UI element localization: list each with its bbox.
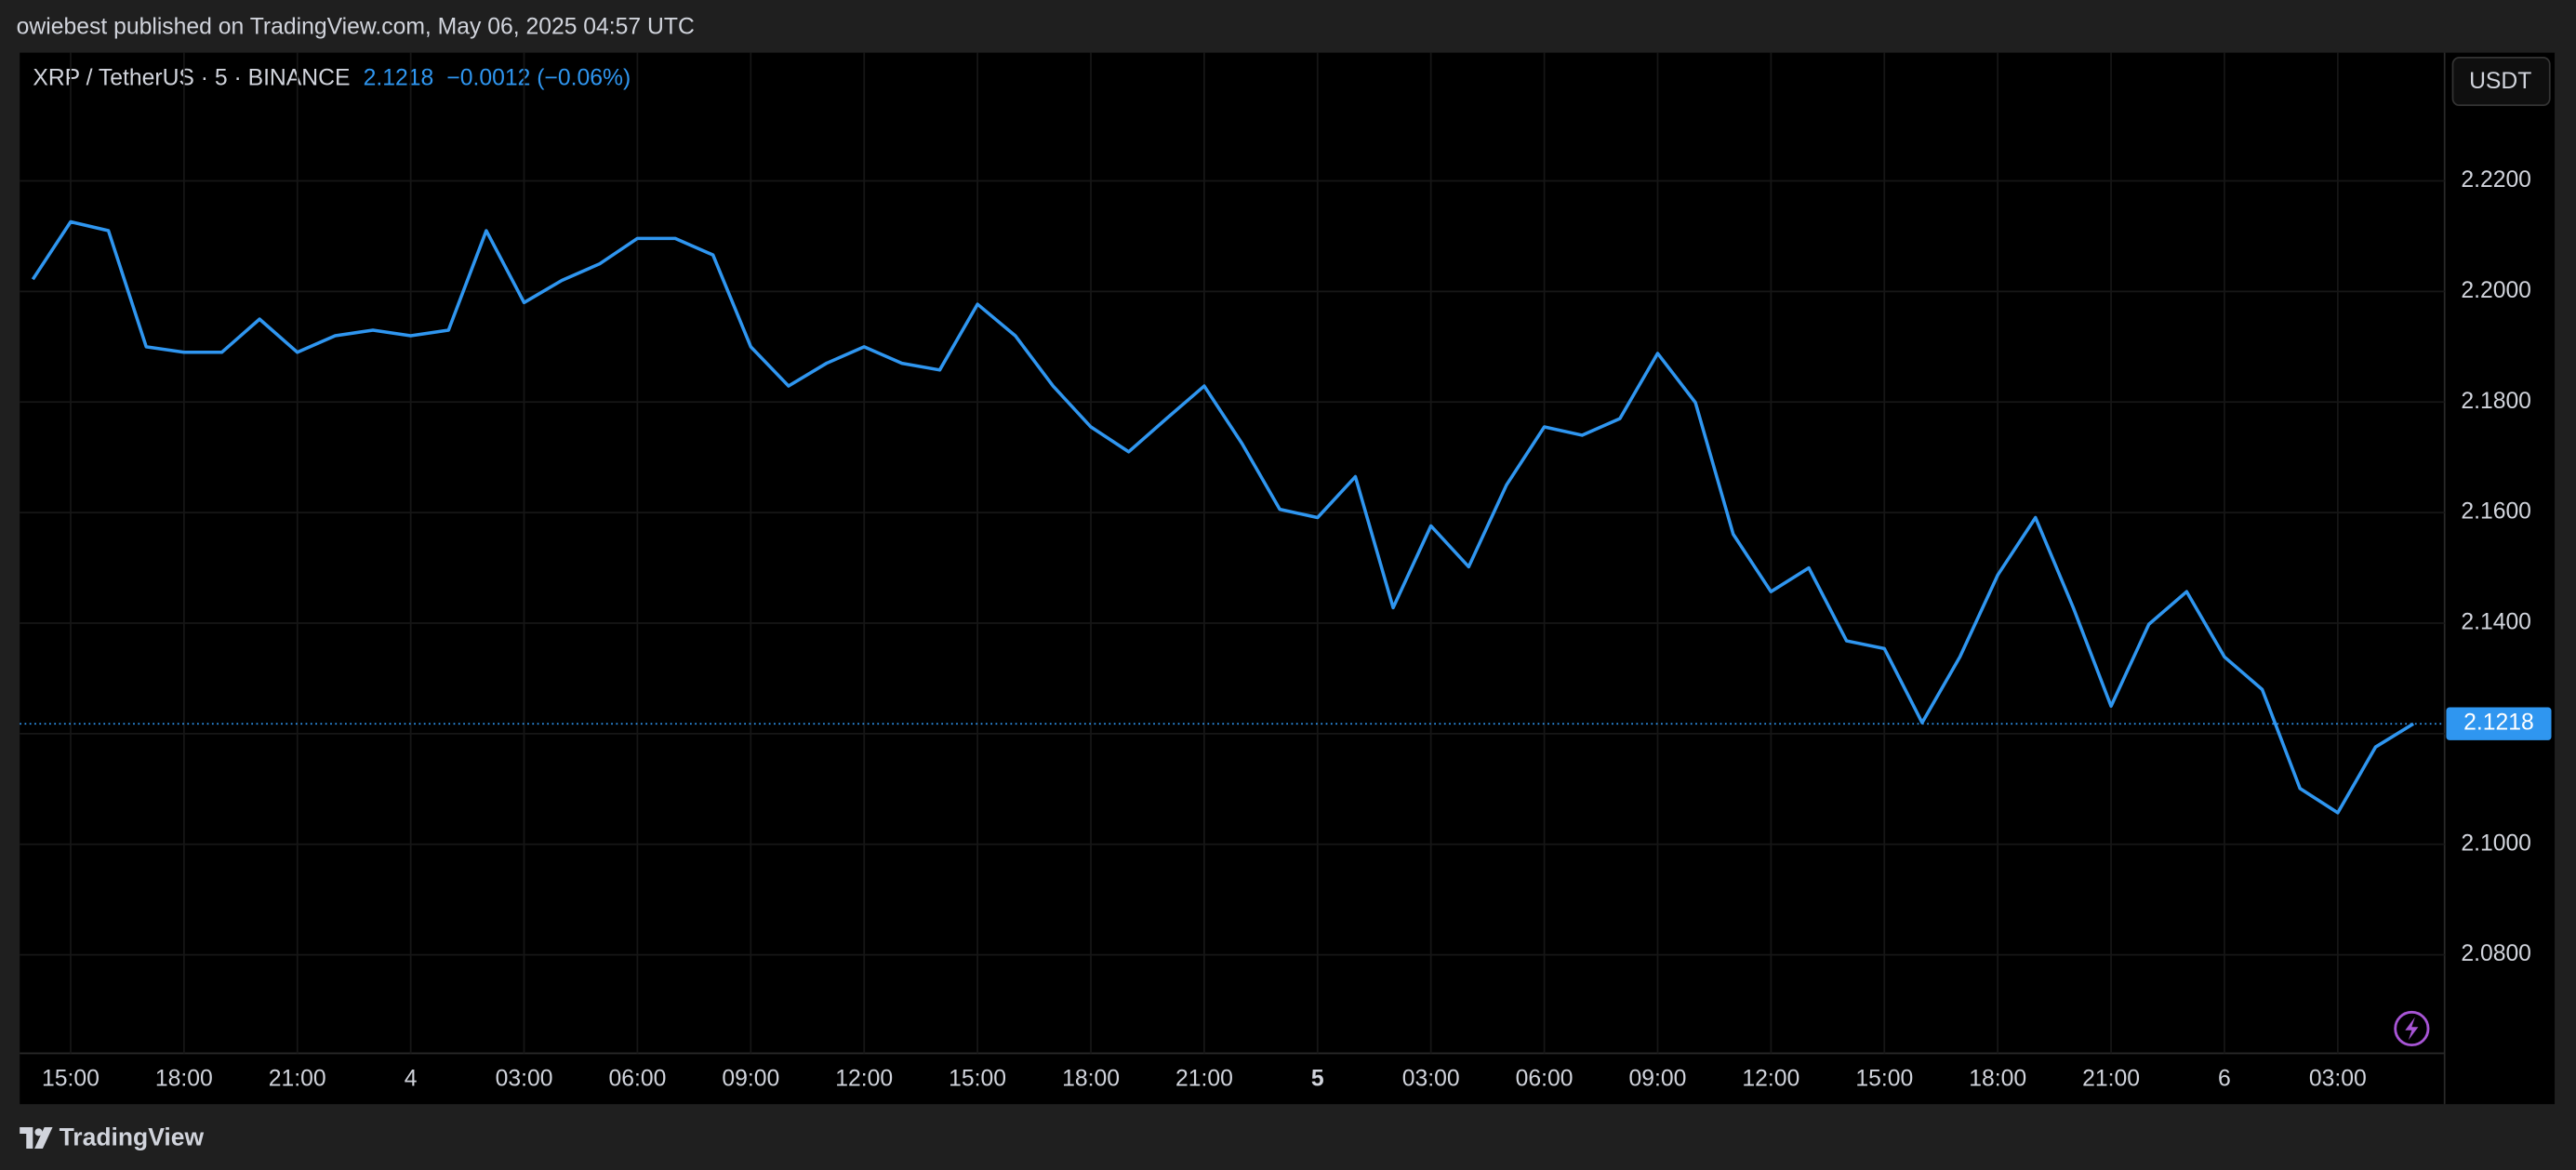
x-tick-label: 03:00 [1402, 1066, 1460, 1091]
x-tick-label: 12:00 [835, 1066, 893, 1091]
y-tick-label: 2.0800 [2461, 941, 2531, 966]
x-tick-label: 21:00 [2082, 1066, 2140, 1091]
time-axis [20, 1053, 2556, 1105]
currency[interactable]: USDT [2469, 69, 2531, 94]
x-tick-label: 12:00 [1742, 1066, 1799, 1091]
x-tick-label: 4 [405, 1066, 418, 1091]
currency-button[interactable] [2451, 57, 2551, 107]
x-tick-label: 6 [2218, 1066, 2231, 1091]
x-tick-label: 21:00 [269, 1066, 326, 1091]
y-tick-label: 2.2000 [2461, 278, 2531, 303]
x-tick-label: 18:00 [1062, 1066, 1120, 1091]
publish-info: owiebest published on TradingView.com, M… [17, 15, 695, 40]
last-price-badge [2446, 707, 2552, 740]
x-tick-label: 09:00 [722, 1066, 779, 1091]
x-tick-label: 03:00 [2309, 1066, 2367, 1091]
last-price: 2.1218 [364, 65, 434, 90]
x-tick-label: 09:00 [1629, 1066, 1687, 1091]
y-tick-label: 2.1600 [2461, 499, 2531, 525]
x-tick-label: 15:00 [1855, 1066, 1913, 1091]
y-tick-label: 2.2200 [2461, 167, 2531, 193]
x-tick-label: 5 [1311, 1066, 1324, 1091]
brand-logo [20, 1126, 53, 1149]
x-tick-label: 15:00 [949, 1066, 1006, 1091]
price-axis [2444, 52, 2556, 1054]
grid [20, 52, 2445, 1054]
x-tick-label: 21:00 [1175, 1066, 1233, 1091]
x-tick-label: 03:00 [496, 1066, 553, 1091]
last-price-label: 2.1218 [2463, 711, 2534, 736]
x-tick-label: 18:00 [1969, 1066, 2026, 1091]
x-tick-label: 06:00 [1516, 1066, 1573, 1091]
lightning-icon[interactable] [2394, 1010, 2430, 1047]
y-tick-label: 2.1800 [2461, 389, 2531, 414]
x-tick-label: 06:00 [609, 1066, 667, 1091]
y-tick-label: 2.1000 [2461, 831, 2531, 856]
y-tick-label: 2.1400 [2461, 610, 2531, 635]
brand-name: TradingView [60, 1123, 205, 1150]
x-tick-label: 15:00 [42, 1066, 100, 1091]
price-change: −0.0012 (−0.06%) [446, 65, 631, 90]
symbol: XRP / TetherUS · 5 · BINANCE [33, 65, 350, 90]
price-line [31, 219, 2415, 815]
plot-area [20, 52, 2445, 1054]
x-tick-label: 18:00 [155, 1066, 213, 1091]
marks [20, 219, 2445, 815]
